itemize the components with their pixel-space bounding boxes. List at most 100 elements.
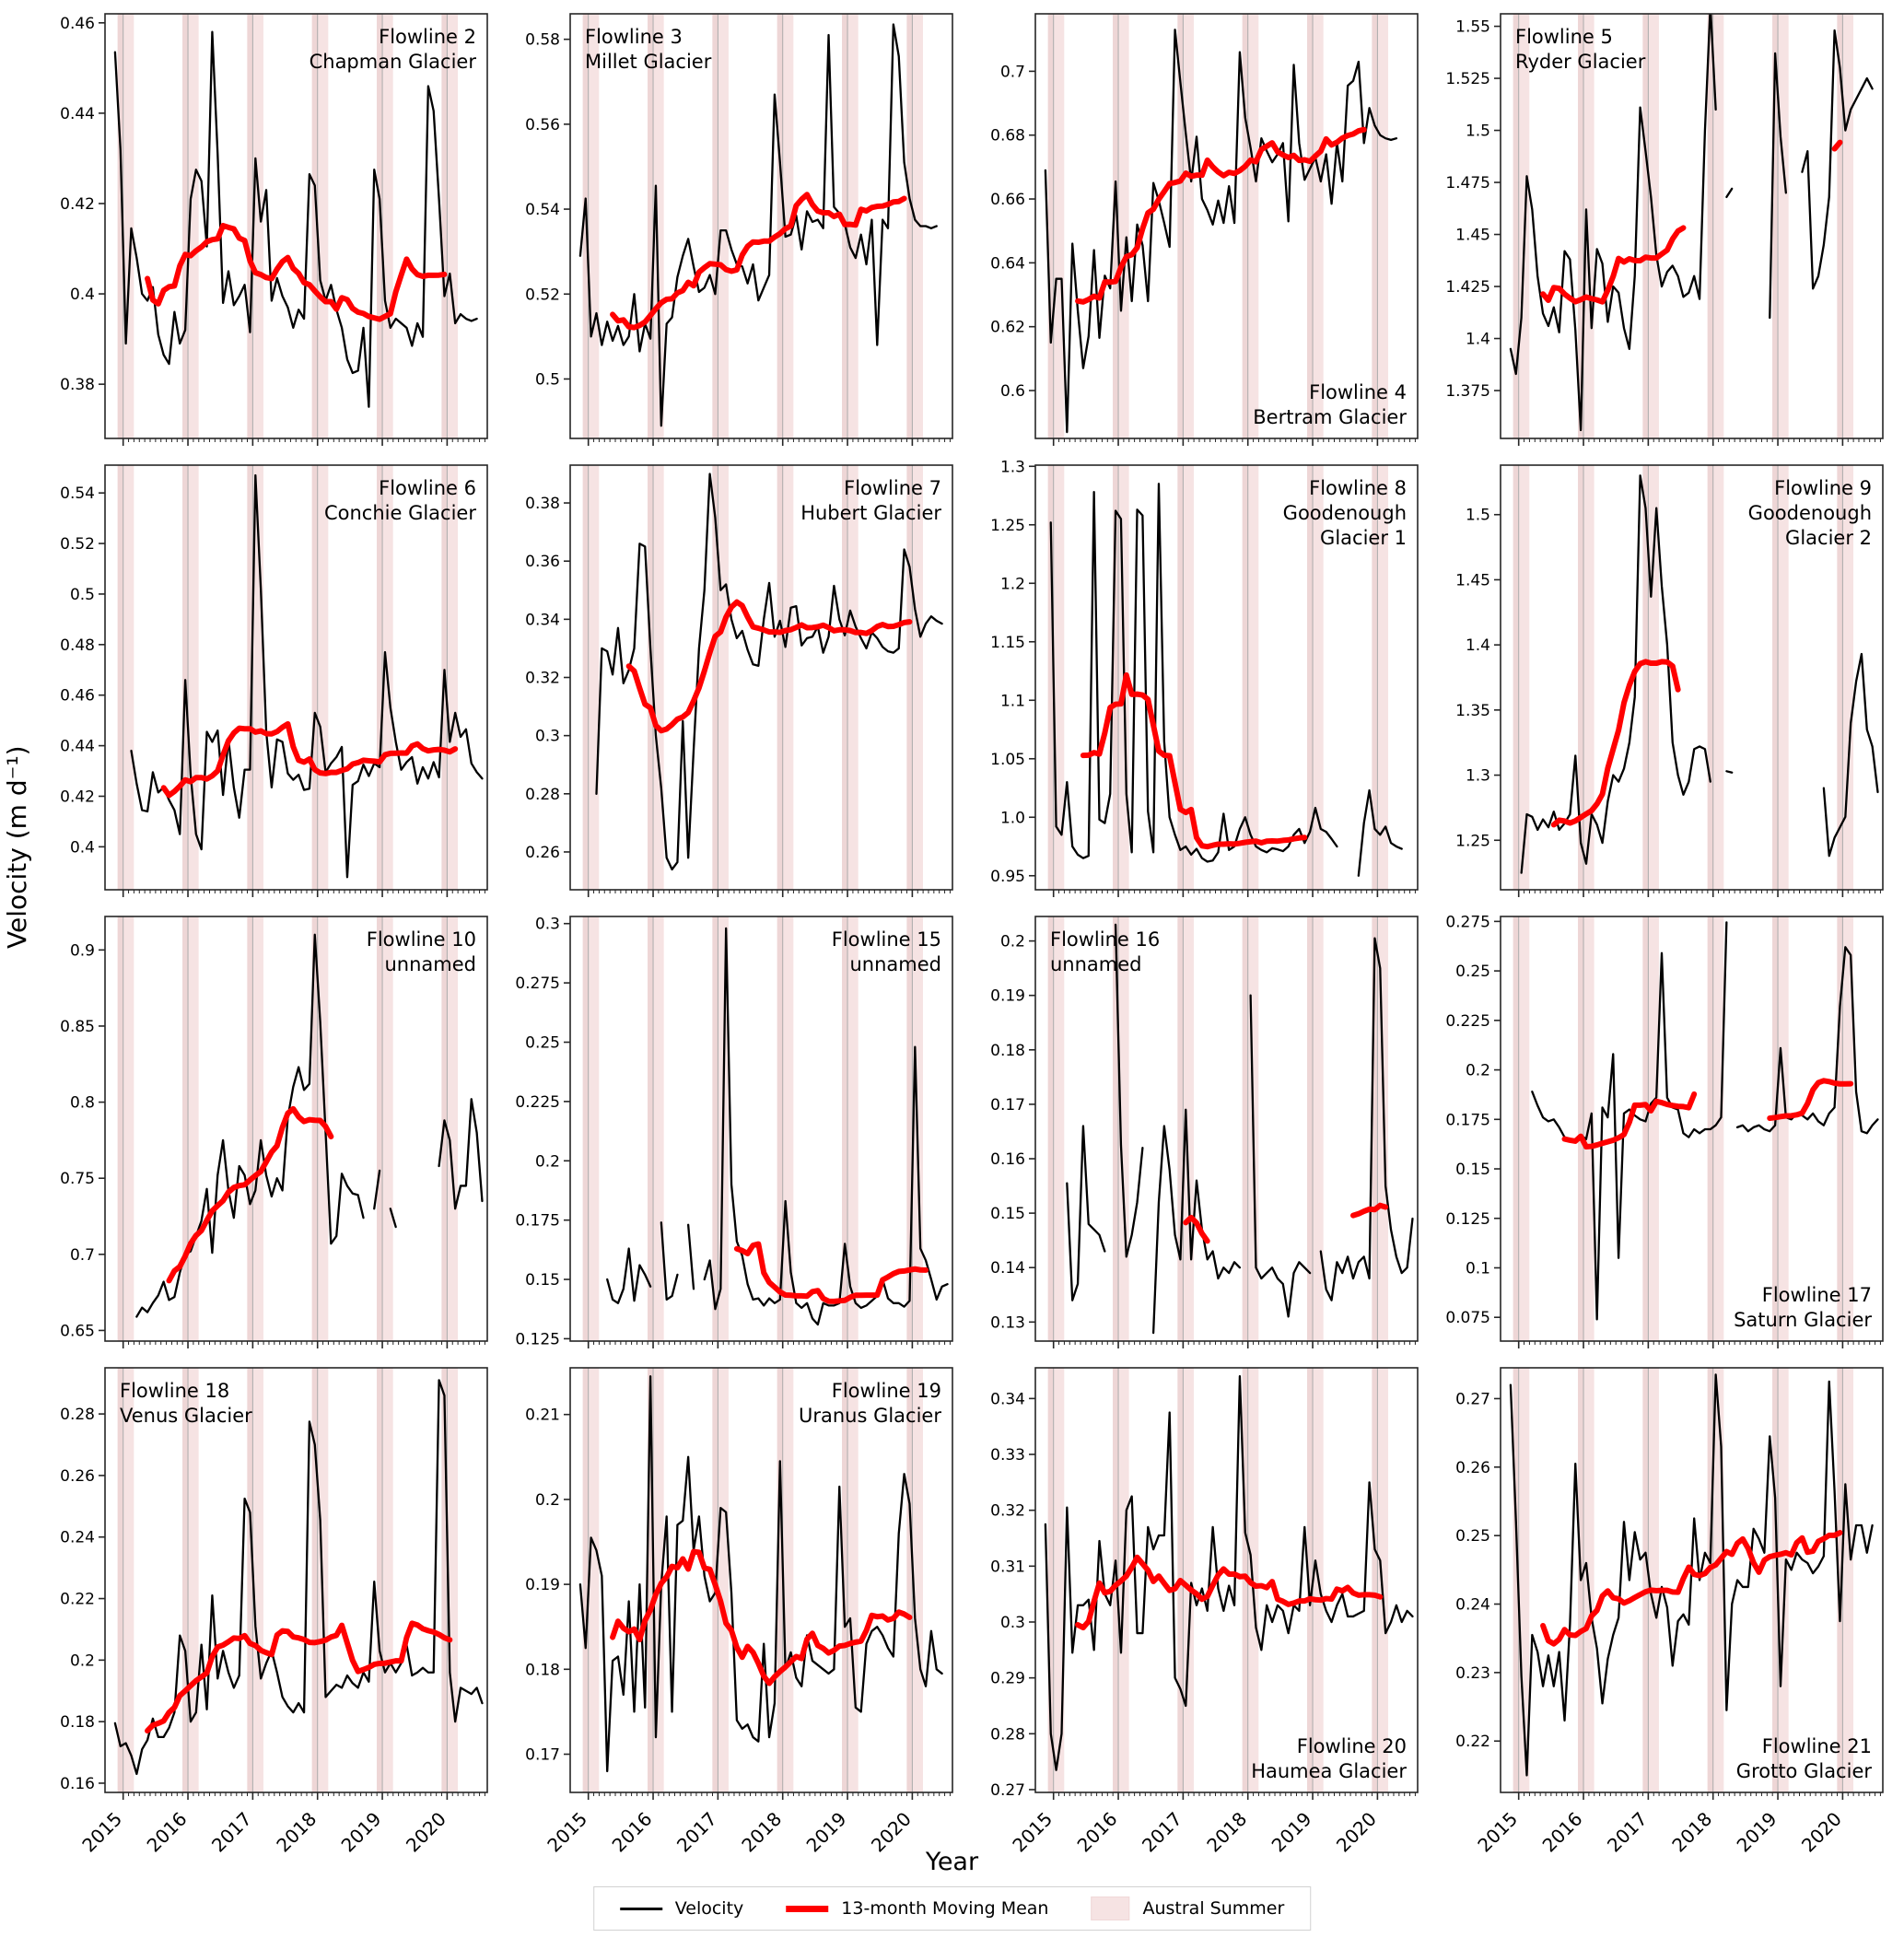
- subplot-flowline-15: 0.125 0.15 0.175 0.2 0.225 0.25 0.275 0.3 Flowli…: [493, 912, 958, 1363]
- y-tick-label: 0.44: [60, 738, 95, 756]
- legend: Velocity 13-month Moving Mean Austral Su…: [592, 1886, 1312, 1931]
- legend-moving-mean-label: 13-month Moving Mean: [841, 1898, 1049, 1919]
- panel-title: Hubert Glacier: [800, 502, 941, 524]
- velocity-line: [595, 473, 943, 871]
- panel-title: Flowline 18: [120, 1380, 229, 1402]
- panel-title: Saturn Glacier: [1734, 1309, 1872, 1331]
- axes-box: [1500, 916, 1884, 1342]
- subplot-flowline-16: 0.13 0.14 0.15 0.16 0.17 0.18 0.19 0.2 Flowline …: [958, 912, 1423, 1363]
- y-tick-label: 0.18: [525, 1661, 560, 1679]
- y-tick-label: 0.21: [525, 1406, 560, 1425]
- velocity-line: [1319, 937, 1414, 1301]
- moving-mean-line: [625, 599, 913, 734]
- legend-austral-summer-label: Austral Summer: [1142, 1898, 1285, 1919]
- y-tick-label: 0.275: [1445, 913, 1490, 931]
- y-tick-label: 0.225: [515, 1093, 560, 1112]
- moving-mean-line: [145, 1620, 453, 1734]
- y-tick-label: 0.175: [1445, 1111, 1490, 1129]
- panel-title: Goodenough: [1283, 502, 1407, 524]
- subplot-svg: 0.5 0.52 0.54 0.56 0.58 Flowline 3 Millet Glac…: [525, 13, 953, 446]
- y-tick-label: 1.55: [1455, 18, 1490, 37]
- y-tick-label: 0.13: [990, 1313, 1025, 1332]
- panel-title: Haumea Glacier: [1251, 1760, 1407, 1782]
- velocity-line: [1151, 1108, 1242, 1335]
- subplot-svg: 0.125 0.15 0.175 0.2 0.225 0.25 0.275 0.3 Flowli…: [515, 916, 953, 1348]
- y-tick-label: 1.4: [1466, 636, 1490, 655]
- y-tick-label: 1.2: [1000, 575, 1025, 593]
- y-tick-label: 0.19: [525, 1576, 560, 1594]
- y-tick-label: 0.17: [990, 1096, 1025, 1115]
- panel-title: Ryder Glacier: [1515, 51, 1646, 73]
- velocity-line: [578, 23, 938, 427]
- panel-title: Conchie Glacier: [324, 502, 476, 524]
- velocity-line: [1049, 483, 1338, 863]
- y-tick-label: 0.4: [70, 838, 95, 857]
- x-axis-label: Year: [925, 1848, 979, 1876]
- y-tick-label: 1.25: [1455, 832, 1490, 850]
- y-tick-label: 0.3: [535, 728, 560, 746]
- moving-mean-line: [1075, 1554, 1384, 1631]
- y-tick-label: 0.32: [525, 670, 560, 688]
- y-tick-label: 1.5: [1466, 507, 1490, 525]
- velocity-line: [1769, 52, 1787, 320]
- moving-mean-line: [1831, 139, 1843, 152]
- y-tick-label: 0.6: [1000, 382, 1025, 401]
- y-tick-label: 1.475: [1445, 174, 1490, 193]
- y-tick-label: 0.3: [535, 916, 560, 934]
- y-tick-label: 0.75: [60, 1170, 95, 1188]
- y-tick-label: 0.2: [535, 1152, 560, 1171]
- velocity-line: [1735, 946, 1879, 1135]
- moving-mean-line: [1080, 672, 1308, 850]
- legend-item-austral-summer: Austral Summer: [1091, 1896, 1284, 1920]
- velocity-line: [1357, 788, 1403, 877]
- y-tick-label: 0.38: [525, 495, 560, 513]
- y-tick-label: 0.48: [60, 636, 95, 655]
- panel-title: unnamed: [849, 953, 941, 975]
- y-tick-label: 0.42: [60, 788, 95, 806]
- panel-title: Flowline 7: [844, 477, 941, 499]
- subplot-svg: 0.6 0.62 0.64 0.66 0.68 0.7 Flowline 4 Bertram …: [990, 13, 1419, 446]
- subplot-flowline-18: 0.16 0.18 0.2 0.22 0.24 0.26 0.28 2015 2016 2017 2…: [28, 1363, 493, 1879]
- y-tick-label: 0.175: [515, 1212, 560, 1231]
- y-tick-label: 0.24: [60, 1529, 95, 1547]
- panel-title: Flowline 20: [1297, 1735, 1407, 1757]
- subplot-flowline-21: 0.22 0.23 0.24 0.25 0.26 0.27 2015 2016 2017 2018…: [1423, 1363, 1888, 1879]
- y-tick-label: 0.64: [990, 254, 1025, 273]
- austral-summer-patch-sample: [1091, 1896, 1130, 1920]
- panel-title: Flowline 15: [832, 928, 941, 951]
- y-tick-label: 1.4: [1466, 331, 1490, 349]
- axes-box: [569, 916, 953, 1342]
- velocity-line: [130, 473, 484, 879]
- panel-title: Flowline 5: [1515, 26, 1613, 48]
- y-tick-label: 0.15: [525, 1271, 560, 1290]
- y-tick-label: 0.65: [60, 1322, 95, 1340]
- axes-box: [104, 1367, 488, 1793]
- velocity-line: [703, 927, 949, 1326]
- velocity-line: [578, 1375, 943, 1773]
- y-tick-label: 1.05: [990, 751, 1025, 769]
- panel-title: Grotto Glacier: [1736, 1760, 1873, 1782]
- axes-box: [104, 916, 488, 1342]
- y-tick-label: 0.5: [535, 370, 560, 389]
- subplot-svg: 0.13 0.14 0.15 0.16 0.17 0.18 0.19 0.2 Flowline …: [990, 916, 1419, 1348]
- moving-mean-line-sample: [786, 1905, 829, 1912]
- y-tick-label: 1.3: [1000, 461, 1025, 476]
- y-tick-label: 0.34: [990, 1390, 1025, 1408]
- y-tick-label: 0.27: [1455, 1390, 1490, 1408]
- y-tick-label: 0.68: [990, 127, 1025, 146]
- moving-mean-line: [1540, 1530, 1843, 1647]
- y-tick-label: 0.95: [990, 868, 1025, 886]
- y-tick-label: 1.5: [1466, 123, 1490, 141]
- subplot-svg: 0.95 1.0 1.05 1.1 1.15 1.2 1.25 1.3 Flowline 8 Go…: [990, 458, 1419, 897]
- axes-box: [104, 464, 488, 891]
- velocity-line-sample: [619, 1907, 662, 1910]
- moving-mean-line: [1075, 126, 1367, 305]
- velocity-line: [660, 1221, 679, 1301]
- y-tick-label: 0.225: [1445, 1012, 1490, 1031]
- y-tick-label: 0.16: [60, 1775, 95, 1793]
